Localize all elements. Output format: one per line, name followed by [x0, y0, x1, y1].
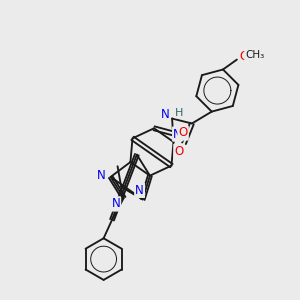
Text: N: N — [161, 108, 170, 121]
Text: O: O — [239, 50, 248, 63]
Text: N: N — [135, 184, 144, 197]
Text: CH₃: CH₃ — [245, 50, 264, 60]
Text: O: O — [174, 145, 184, 158]
Text: N: N — [111, 197, 120, 210]
Text: N: N — [135, 184, 144, 197]
Text: O: O — [178, 126, 188, 140]
Text: N: N — [98, 169, 106, 182]
Text: H: H — [175, 108, 183, 118]
Text: H: H — [175, 108, 183, 118]
Text: N: N — [98, 169, 106, 182]
Text: O: O — [178, 126, 188, 140]
Text: N: N — [173, 128, 182, 140]
Text: O: O — [174, 145, 184, 158]
Text: CH₃: CH₃ — [245, 50, 264, 60]
Text: N: N — [161, 108, 170, 121]
Text: O: O — [239, 50, 248, 63]
Text: N: N — [173, 128, 182, 140]
Text: N: N — [111, 197, 120, 210]
